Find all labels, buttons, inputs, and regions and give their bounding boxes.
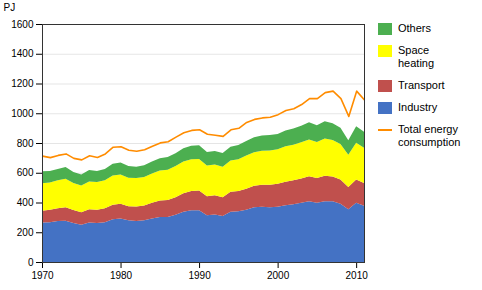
svg-text:1400: 1400 (11, 48, 34, 59)
svg-text:400: 400 (17, 197, 34, 208)
html-text:Total energy consumption: Total energy consumption (398, 123, 461, 148)
html-text:Others: Others (398, 22, 431, 34)
html-text:Space heating: Space heating (398, 44, 435, 69)
svg-text:1200: 1200 (11, 78, 34, 89)
svg-text:0: 0 (28, 257, 34, 268)
svg-text:PJ: PJ (4, 2, 16, 13)
svg-text:1600: 1600 (11, 19, 34, 30)
svg-text:800: 800 (17, 138, 34, 149)
html-text:Industry: Industry (398, 101, 438, 113)
svg-text:1000: 1000 (11, 108, 34, 119)
svg-text:1980: 1980 (110, 270, 133, 281)
svg-text:200: 200 (17, 227, 34, 238)
svg-text:1970: 1970 (31, 270, 54, 281)
svg-text:2010: 2010 (346, 270, 369, 281)
svg-text:2000: 2000 (267, 270, 290, 281)
html-text:Transport: Transport (398, 79, 445, 91)
svg-text:1990: 1990 (188, 270, 211, 281)
svg-text:600: 600 (17, 167, 34, 178)
